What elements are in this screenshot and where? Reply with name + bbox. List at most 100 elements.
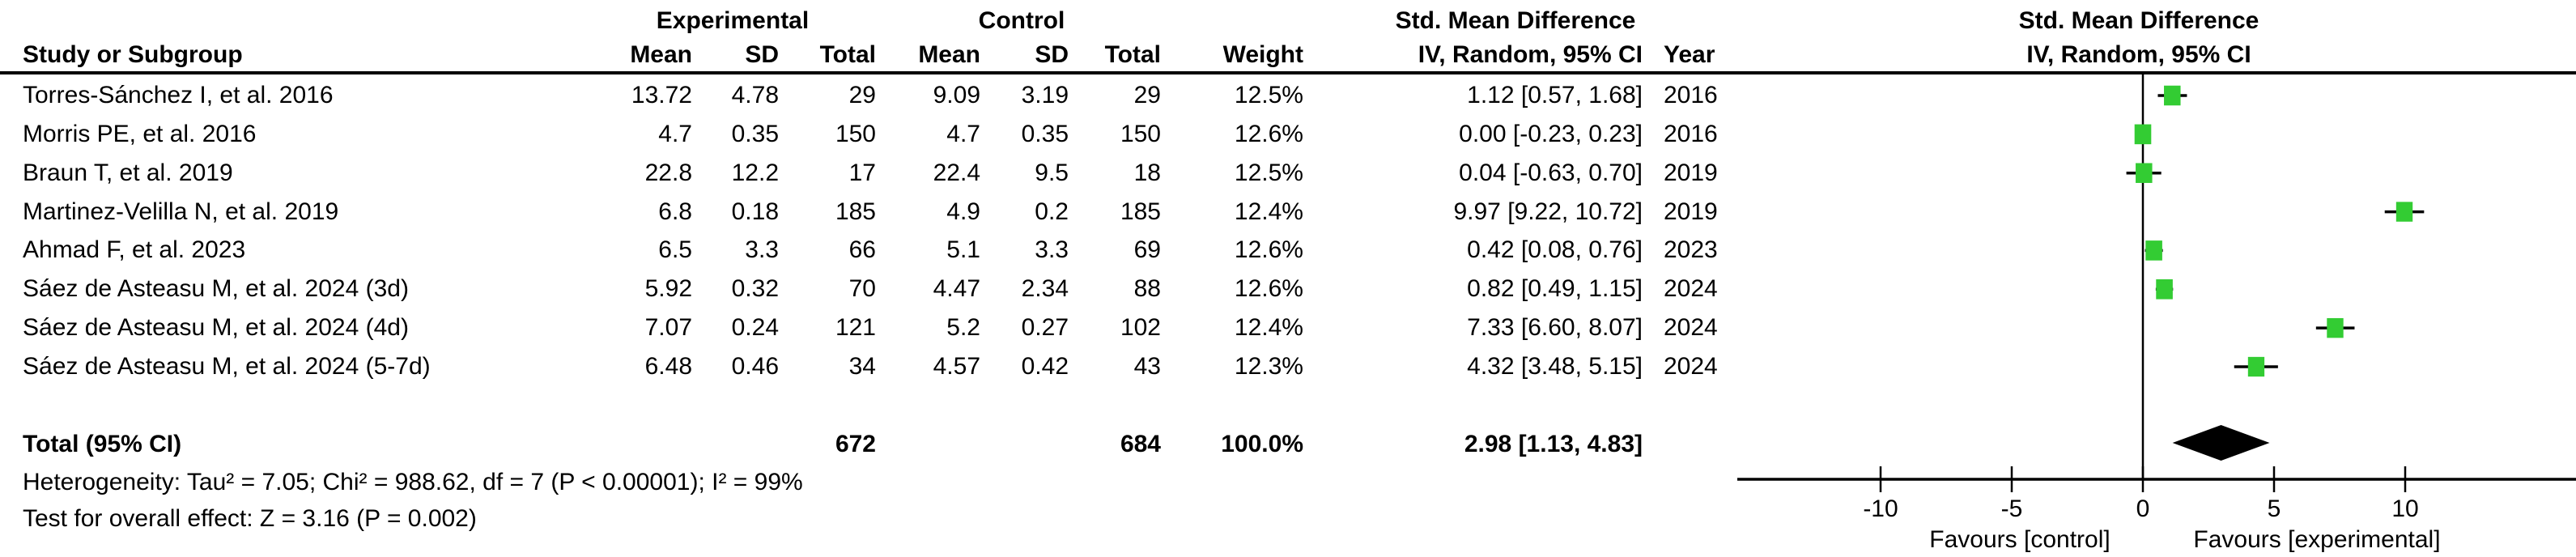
weight-cell: 12.5% [1234,159,1303,186]
exp-total-cell: 150 [835,120,876,147]
weight-cell: 12.4% [1234,314,1303,342]
ctl-sd-cell: 3.3 [1035,236,1069,264]
total-row: Total (95% CI) 672 684 100.0% 2.98 [1.13… [0,431,2576,458]
ctl-mean-cell: 5.2 [946,314,980,342]
study-label: Martinez-Velilla N, et al. 2019 [23,198,339,225]
ctl-total-cell: 88 [1133,275,1161,303]
year-cell: 2023 [1664,236,1718,264]
study-row: Sáez de Asteasu M, et al. 2024 (3d) 5.92 0… [0,275,2576,303]
ci-cell: 0.42 [0.08, 0.76] [1467,236,1643,264]
ci-cell: 0.82 [0.49, 1.15] [1467,275,1643,303]
ci-cell: 1.12 [0.57, 1.68] [1467,82,1643,108]
study-row: Morris PE, et al. 2016 4.7 0.35 150 4.7 0.35 1… [0,121,2576,148]
favours-right-label: Favours [experimental] [2193,526,2440,553]
exp-total-cell: 185 [835,198,876,225]
ctl-mean-cell: 4.57 [933,352,980,380]
exp-total-cell: 34 [848,352,876,380]
x-axis-tick-label: 10 [2391,495,2418,522]
ctl-total-cell: 185 [1120,198,1161,225]
ctl-mean-cell: 5.1 [946,236,980,264]
study-label: Sáez de Asteasu M, et al. 2024 (5-7d) [23,352,431,380]
study-label: Sáez de Asteasu M, et al. 2024 (4d) [23,314,409,342]
ctl-total-cell: 150 [1120,120,1161,147]
col-header-weight: Weight [1222,41,1303,68]
exp-sd-cell: 0.35 [731,120,779,147]
favours-left-label: Favours [control] [1929,526,2110,553]
ctl-mean-cell: 22.4 [933,159,980,186]
weight-cell: 12.5% [1234,82,1303,108]
exp-mean-cell: 6.5 [658,236,692,264]
col-header-ctl-mean: Mean [918,41,980,68]
plot-subtitle: IV, Random, 95% CI [2026,41,2251,68]
exp-total-cell: 29 [848,82,876,108]
ci-cell: 9.97 [9.22, 10.72] [1453,198,1643,225]
col-header-study: Study or Subgroup [23,41,243,68]
study-row: Torres-Sánchez I, et al. 2016 13.72 4.78 29… [0,82,2576,109]
year-cell: 2016 [1664,82,1718,108]
group-header-control: Control [978,7,1065,34]
exp-mean-cell: 13.72 [631,82,692,108]
col-header-exp-mean: Mean [630,41,692,68]
ctl-sd-cell: 0.42 [1021,352,1069,380]
col-header-exp-sd: SD [745,41,779,68]
year-cell: 2019 [1664,159,1718,186]
year-cell: 2024 [1664,352,1718,380]
exp-total-cell: 66 [848,236,876,264]
total-ctl-total: 684 [1120,431,1161,457]
study-label: Morris PE, et al. 2016 [23,120,257,147]
exp-mean-cell: 6.8 [658,198,692,225]
total-exp-total: 672 [835,431,876,457]
weight-cell: 12.6% [1234,275,1303,303]
ctl-mean-cell: 4.7 [946,120,980,147]
exp-total-cell: 121 [835,314,876,342]
exp-sd-cell: 0.32 [731,275,779,303]
ctl-mean-cell: 9.09 [933,82,980,108]
overall-effect-text: Test for overall effect: Z = 3.16 (P = 0… [23,505,477,532]
x-axis-tick-label: -10 [1863,495,1898,522]
study-label: Braun T, et al. 2019 [23,159,233,186]
study-row: Braun T, et al. 2019 22.8 12.2 17 22.4 9.5 18 1… [0,159,2576,187]
col-header-ctl-sd: SD [1035,41,1069,68]
exp-total-cell: 17 [848,159,876,186]
heterogeneity-text: Heterogeneity: Tau² = 7.05; Chi² = 988.6… [23,469,803,495]
exp-sd-cell: 3.3 [745,236,779,264]
ctl-sd-cell: 0.2 [1035,198,1069,225]
exp-mean-cell: 7.07 [644,314,692,342]
year-cell: 2016 [1664,120,1718,147]
x-axis-tick-label: 5 [2268,495,2281,522]
ctl-sd-cell: 0.35 [1021,120,1069,147]
total-label: Total (95% CI) [23,431,182,457]
weight-cell: 12.4% [1234,198,1303,225]
total-ci: 2.98 [1.13, 4.83] [1464,431,1643,457]
ctl-total-cell: 29 [1133,82,1161,108]
exp-sd-cell: 0.24 [731,314,779,342]
exp-mean-cell: 6.48 [644,352,692,380]
ctl-total-cell: 18 [1133,159,1161,186]
ctl-sd-cell: 9.5 [1035,159,1069,186]
exp-mean-cell: 22.8 [644,159,692,186]
ctl-total-cell: 43 [1133,352,1161,380]
exp-total-cell: 70 [848,275,876,303]
exp-sd-cell: 4.78 [731,82,779,108]
ctl-mean-cell: 4.47 [933,275,980,303]
exp-mean-cell: 5.92 [644,275,692,303]
weight-cell: 12.6% [1234,120,1303,147]
col-header-exp-total: Total [819,41,876,68]
study-label: Sáez de Asteasu M, et al. 2024 (3d) [23,275,409,303]
study-row: Ahmad F, et al. 2023 6.5 3.3 66 5.1 3.3 69 12.6… [0,236,2576,264]
exp-sd-cell: 12.2 [731,159,779,186]
ctl-sd-cell: 3.19 [1021,82,1069,108]
ctl-total-cell: 102 [1120,314,1161,342]
exp-sd-cell: 0.18 [731,198,779,225]
study-row: Martinez-Velilla N, et al. 2019 6.8 0.18 18… [0,198,2576,226]
group-header-experimental: Experimental [656,7,810,34]
study-label: Torres-Sánchez I, et al. 2016 [23,82,334,108]
plot-title: Std. Mean Difference [2018,7,2259,34]
total-weight: 100.0% [1221,431,1303,457]
x-axis-tick-label: -5 [2001,495,2023,522]
year-cell: 2019 [1664,198,1718,225]
header-rule [0,71,2576,74]
x-axis-tick-label: 0 [2136,495,2150,522]
col-header-year: Year [1664,41,1715,68]
